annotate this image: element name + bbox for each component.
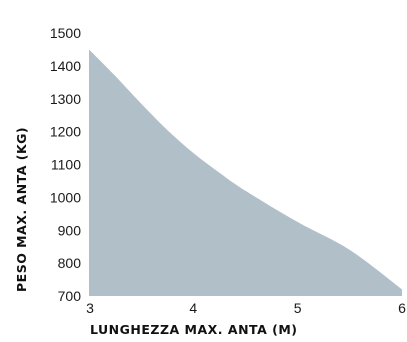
x-tick-label: 5 — [294, 300, 302, 316]
y-tick-label: 1200 — [50, 124, 81, 140]
y-tick-label: 800 — [58, 255, 82, 271]
y-tick-label: 1300 — [50, 91, 81, 107]
area-layer — [89, 49, 402, 296]
y-tick-label: 900 — [58, 222, 82, 238]
x-tick-label: 6 — [398, 300, 406, 316]
x-tick-label: 3 — [86, 300, 94, 316]
x-axis-title: LUNGHEZZA MAX. ANTA (M) — [90, 322, 297, 337]
area-series — [89, 49, 402, 296]
y-tick-label: 700 — [58, 288, 82, 304]
x-axis-ticks: 3 4 5 6 — [86, 300, 406, 316]
y-tick-label: 1100 — [51, 157, 81, 173]
y-axis-title: PESO MAX. ANTA (KG) — [14, 127, 29, 292]
y-axis-ticks: 1500 1400 1300 1200 1100 1000 900 800 700 — [50, 25, 81, 304]
y-tick-label: 1000 — [50, 189, 81, 205]
y-tick-label: 1500 — [50, 25, 81, 41]
y-tick-label: 1400 — [50, 58, 81, 74]
x-tick-label: 4 — [189, 300, 197, 316]
